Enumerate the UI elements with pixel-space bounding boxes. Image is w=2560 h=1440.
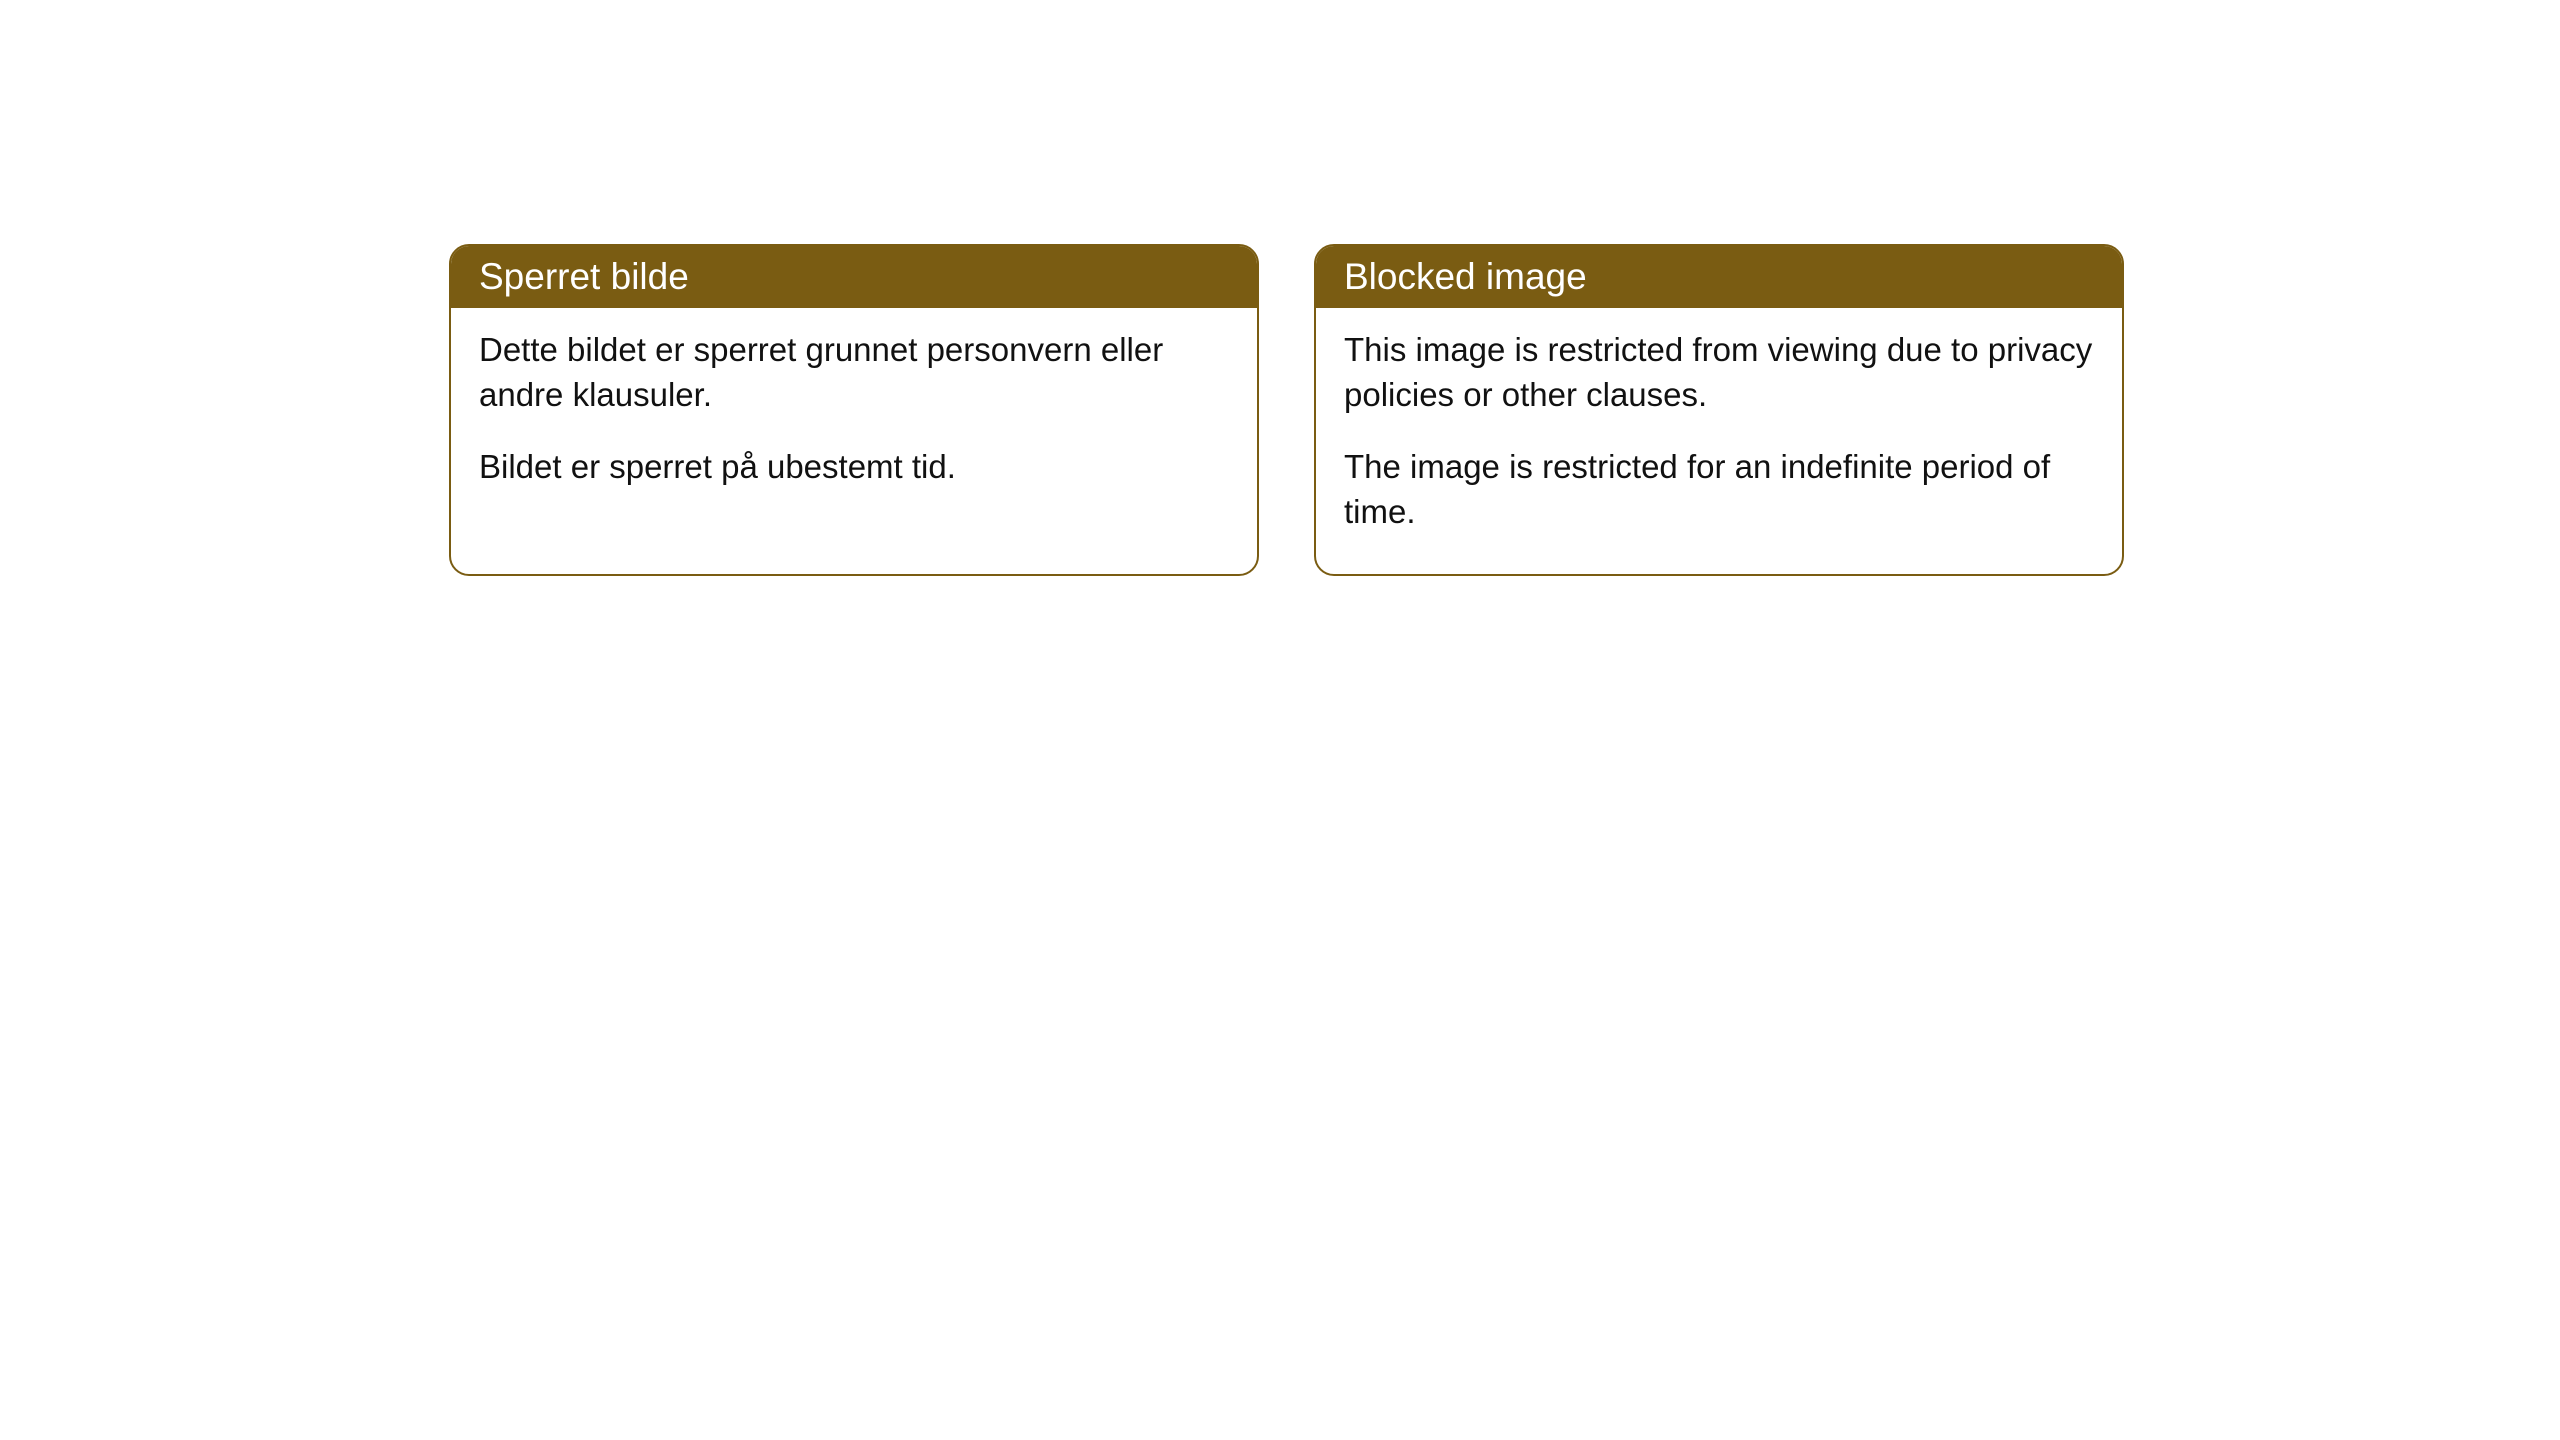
card-body-no: Dette bildet er sperret grunnet personve… — [451, 308, 1257, 530]
card-title-en: Blocked image — [1344, 256, 1587, 297]
card-body-en: This image is restricted from viewing du… — [1316, 308, 2122, 574]
card-header-no: Sperret bilde — [451, 246, 1257, 308]
card-header-en: Blocked image — [1316, 246, 2122, 308]
card-title-no: Sperret bilde — [479, 256, 689, 297]
blocked-image-card-no: Sperret bilde Dette bildet er sperret gr… — [449, 244, 1259, 576]
blocked-image-card-en: Blocked image This image is restricted f… — [1314, 244, 2124, 576]
card-text-no-2: Bildet er sperret på ubestemt tid. — [479, 445, 1229, 490]
card-text-en-2: The image is restricted for an indefinit… — [1344, 445, 2094, 534]
card-text-en-1: This image is restricted from viewing du… — [1344, 328, 2094, 417]
card-text-no-1: Dette bildet er sperret grunnet personve… — [479, 328, 1229, 417]
notice-container: Sperret bilde Dette bildet er sperret gr… — [449, 244, 2124, 576]
